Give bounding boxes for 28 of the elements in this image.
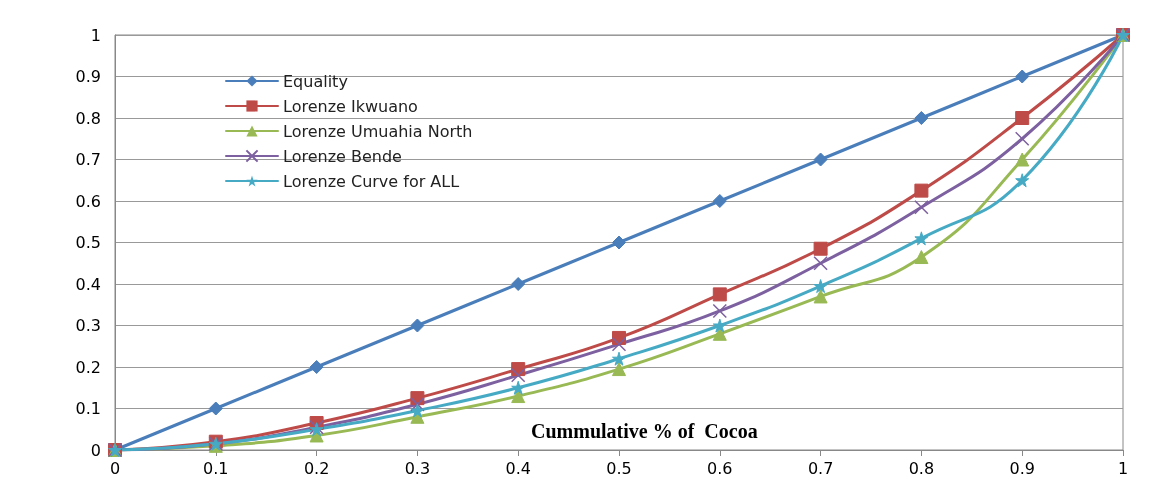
x-tick-label: 0.9 [1009,458,1035,478]
y-tick-label: 0.7 [75,150,101,169]
legend-label: Lorenze Curve for ALL [283,171,460,191]
legend-label: Lorenze Bende [283,146,402,166]
y-tick-label: 1 [90,25,101,45]
y-tick-label: 0.8 [75,108,101,128]
x-tick-label: 0 [109,458,121,478]
y-tick-label: 0.1 [75,399,101,418]
y-tick-label: 0.5 [75,233,101,252]
x-tick-label: 0.6 [707,458,733,478]
y-tick-label: 0.6 [75,191,101,211]
x-tick-label: 0.2 [303,458,330,478]
x-tick-label: 0.1 [203,458,229,478]
legend-label: Equality [283,71,348,91]
x-tick-label: 0.4 [505,458,531,478]
x-axis-title: Cummulative % of Cocoa [531,420,758,442]
y-tick-label: 0.4 [75,274,101,294]
y-tick-label: 0.3 [75,316,101,335]
y-tick-label: 0 [90,440,101,460]
x-tick-label: 0.7 [807,458,834,478]
x-tick-label: 0.5 [606,458,632,478]
x-tick-label: 0.3 [404,458,431,478]
x-tick-label: 1 [1117,458,1129,478]
legend-label: Lorenze Ikwuano [283,96,418,116]
legend-label: Lorenze Umuahia North [283,121,473,141]
y-tick-label: 0.9 [75,67,101,86]
x-tick-label: 0.8 [908,458,935,478]
y-tick-label: 0.2 [75,357,101,377]
